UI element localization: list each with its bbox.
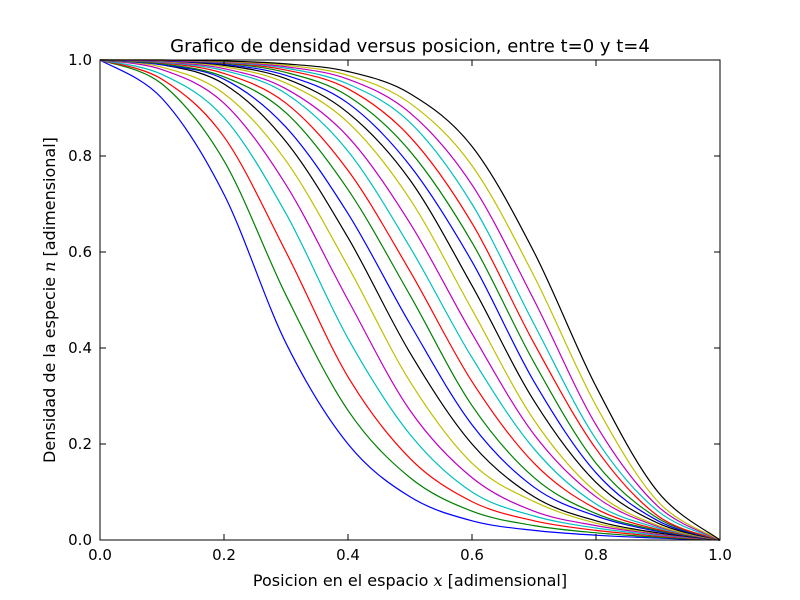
x-axis-label: Posicion en el espacio x [adimensional] bbox=[253, 571, 567, 590]
series-line-17 bbox=[99, 59, 721, 541]
series-line-21 bbox=[99, 59, 721, 541]
y-axis-label: Densidad de la especie n [adimensional] bbox=[40, 137, 59, 463]
series-line-6 bbox=[99, 59, 721, 541]
y-axis-label-symbol: n bbox=[40, 262, 59, 272]
y-axis-label-text-2: [adimensional] bbox=[40, 137, 59, 262]
axes-frame bbox=[99, 59, 721, 541]
series-line-1 bbox=[99, 59, 721, 541]
y-tick-label: 0.8 bbox=[68, 147, 92, 165]
series-line-5 bbox=[99, 59, 721, 541]
series-line-16 bbox=[99, 59, 721, 541]
series-line-19 bbox=[99, 59, 721, 541]
x-tick-label: 0.0 bbox=[88, 546, 112, 564]
x-tick-label: 0.6 bbox=[460, 546, 484, 564]
chart-title: Grafico de densidad versus posicion, ent… bbox=[170, 36, 650, 57]
series-line-10 bbox=[99, 59, 721, 541]
series-line-9 bbox=[99, 59, 721, 541]
series-line-11 bbox=[99, 59, 721, 541]
x-tick-label: 0.8 bbox=[584, 546, 608, 564]
x-axis-label-text-1: Posicion en el espacio bbox=[253, 571, 434, 590]
series-line-15 bbox=[99, 59, 721, 541]
x-tick-label: 0.4 bbox=[336, 546, 360, 564]
x-axis-label-symbol: x bbox=[434, 571, 443, 590]
x-tick-label: 1.0 bbox=[708, 546, 732, 564]
series-line-13 bbox=[99, 59, 721, 541]
ticks-layer: 0.0 0.2 0.4 0.6 0.8 1.0 0.0 0.2 0.4 0.6 0.8 1.0 bbox=[68, 51, 732, 564]
y-axis-label-text-1: Densidad de la especie bbox=[40, 272, 59, 463]
series-line-7 bbox=[99, 59, 721, 541]
series-line-8 bbox=[99, 59, 721, 541]
series-line-20 bbox=[99, 59, 721, 541]
y-tick-label: 0.6 bbox=[68, 243, 92, 261]
series-line-4 bbox=[99, 59, 721, 541]
x-tick-label: 0.2 bbox=[212, 546, 236, 564]
series-line-14 bbox=[99, 59, 721, 541]
y-tick-label: 0.0 bbox=[68, 531, 92, 549]
series-line-3 bbox=[99, 59, 721, 541]
y-tick-label: 1.0 bbox=[68, 51, 92, 69]
series-line-12 bbox=[99, 59, 721, 541]
series-line-18 bbox=[99, 59, 721, 541]
series-line-2 bbox=[99, 59, 721, 541]
axes-layer bbox=[99, 59, 721, 541]
y-tick-label: 0.2 bbox=[68, 435, 92, 453]
series-layer bbox=[99, 59, 721, 541]
y-tick-label: 0.4 bbox=[68, 339, 92, 357]
x-axis-label-text-2: [adimensional] bbox=[443, 571, 568, 590]
